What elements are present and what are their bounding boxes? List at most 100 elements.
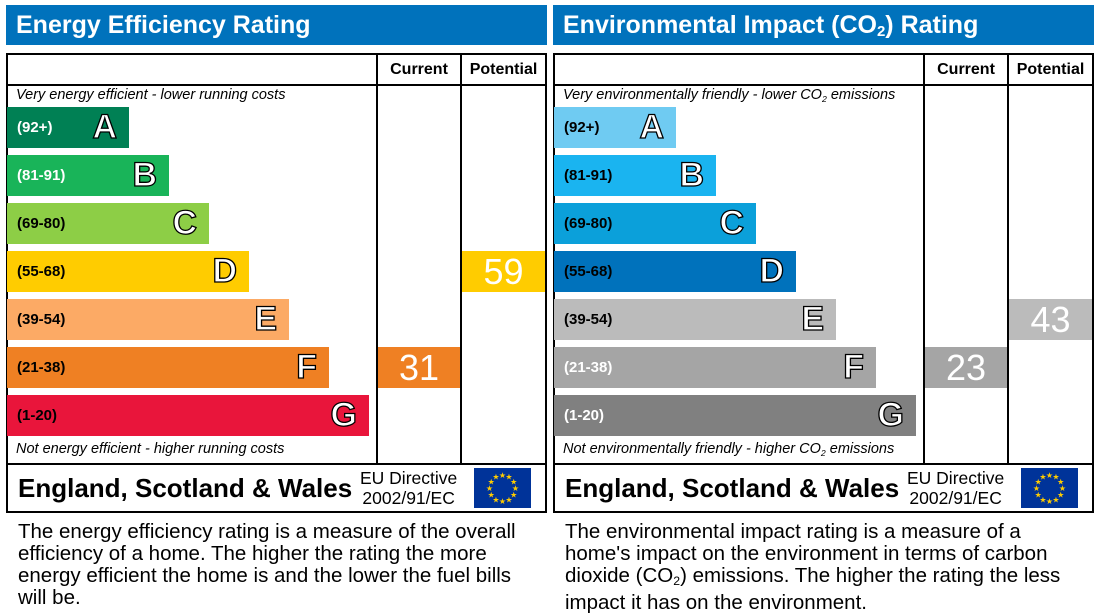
energy-efficiency-panel: Energy Efficiency Rating Current Potential… [6, 0, 547, 613]
text-post: ) emissions. The higher the rating the l… [565, 564, 1061, 614]
eu-flag-icon: ★ ★ ★ ★ ★ ★ ★ ★ ★ ★ ★ ★ [474, 468, 531, 508]
eu-directive-line: EU Directive [360, 468, 458, 488]
band-letter: B [679, 155, 705, 194]
svg-text:★: ★ [1033, 484, 1040, 493]
band-bar-a: (92+) A [7, 107, 129, 148]
band-letter: D [759, 251, 785, 290]
svg-text:★: ★ [1035, 478, 1042, 487]
chart-description: The energy efficiency rating is a measur… [18, 521, 543, 614]
band-letter: A [639, 107, 665, 146]
bottom-note: Not environmentally friendly - higher CO… [563, 441, 894, 458]
svg-text:★: ★ [1046, 497, 1053, 506]
band-letter: D [212, 251, 238, 290]
svg-text:★: ★ [1057, 478, 1064, 487]
header-divider [6, 84, 547, 86]
svg-text:★: ★ [1035, 491, 1042, 500]
current-column-header: Current [937, 61, 995, 78]
band-letter: E [254, 299, 278, 338]
band-letter: C [172, 203, 198, 242]
svg-text:★: ★ [510, 478, 517, 487]
band-letter: G [330, 395, 358, 434]
potential-column-divider [460, 53, 462, 464]
text-post: emissions [825, 441, 895, 457]
svg-text:★: ★ [488, 491, 495, 500]
band-bar-d: (55-68) D [554, 251, 796, 292]
band-range: (21-38) [17, 359, 66, 376]
bottom-note: Not energy efficient - higher running co… [16, 441, 284, 458]
band-letter: A [92, 107, 118, 146]
eu-directive-number: 2002/91/EC [909, 488, 1002, 508]
svg-text:★: ★ [1057, 491, 1064, 500]
header-divider [553, 84, 1094, 86]
band-letter: B [132, 155, 158, 194]
svg-text:★: ★ [505, 473, 512, 482]
text-sub: 2 [820, 448, 826, 458]
current-column-divider [376, 53, 378, 464]
band-bar-c: (69-80) C [554, 203, 756, 244]
svg-text:★: ★ [1052, 473, 1059, 482]
potential-column-header: Potential [469, 61, 538, 78]
svg-text:★: ★ [492, 495, 499, 504]
footer-divider [6, 463, 547, 465]
svg-text:★: ★ [505, 495, 512, 504]
band-range: (69-80) [17, 215, 66, 232]
band-bar-g: (1-20) G [554, 395, 916, 436]
environmental-impact-panel: Environmental Impact (CO2) Rating Current… [553, 0, 1094, 614]
current-rating-marker: 31 [378, 347, 460, 388]
band-range: (81-91) [564, 167, 613, 184]
potential-rating-marker: 43 [1009, 299, 1092, 340]
footer-divider [553, 463, 1094, 465]
svg-text:★: ★ [492, 473, 499, 482]
band-bar-c: (69-80) C [7, 203, 209, 244]
chart-title: Environmental Impact (CO2) Rating [553, 5, 1094, 45]
top-note: Very energy efficient - lower running co… [16, 87, 285, 104]
band-bar-f: (21-38) F [554, 347, 876, 388]
top-note: Very environmentally friendly - lower CO… [563, 87, 895, 104]
eu-directive-line: EU Directive [907, 468, 1005, 488]
band-letter: G [877, 395, 905, 434]
text-sub: 2 [673, 574, 681, 588]
text-pre: Not environmentally friendly - higher CO [563, 441, 821, 457]
svg-text:★: ★ [510, 491, 517, 500]
band-bar-e: (39-54) E [554, 299, 836, 340]
band-letter: F [296, 347, 318, 386]
current-column-header: Current [390, 61, 448, 78]
svg-text:★: ★ [1059, 484, 1066, 493]
band-range: (69-80) [564, 215, 613, 232]
band-range: (92+) [17, 119, 53, 136]
text-post: ) Rating [885, 11, 979, 39]
text-post: emissions [826, 87, 896, 103]
text-pre: The energy efficiency rating is a measur… [18, 520, 516, 609]
region-label: England, Scotland & Wales [565, 473, 900, 503]
band-range: (39-54) [17, 311, 66, 328]
text-pre: Not energy efficient - higher running co… [16, 441, 285, 457]
band-bar-e: (39-54) E [7, 299, 289, 340]
band-range: (21-38) [564, 359, 613, 376]
band-bar-d: (55-68) D [7, 251, 249, 292]
band-bar-g: (1-20) G [7, 395, 369, 436]
potential-column-divider [1007, 53, 1009, 464]
text-pre: Very energy efficient - lower running co… [16, 87, 286, 103]
text-pre: Environmental Impact (CO [563, 11, 877, 39]
text-pre: Very environmentally friendly - lower CO [563, 87, 822, 103]
eu-directive-number: 2002/91/EC [362, 488, 455, 508]
band-bar-b: (81-91) B [554, 155, 716, 196]
svg-text:★: ★ [512, 484, 519, 493]
svg-text:★: ★ [488, 478, 495, 487]
region-label: England, Scotland & Wales [18, 473, 353, 503]
band-range: (1-20) [17, 407, 58, 424]
text-sub: 2 [876, 23, 886, 40]
band-range: (92+) [564, 119, 600, 136]
svg-text:★: ★ [1046, 471, 1053, 480]
band-bar-b: (81-91) B [7, 155, 169, 196]
band-letter: F [843, 347, 865, 386]
eu-directive-label: EU Directive 2002/91/EC [360, 468, 457, 508]
current-rating-marker: 23 [925, 347, 1007, 388]
svg-text:★: ★ [1039, 495, 1046, 504]
svg-text:★: ★ [1039, 473, 1046, 482]
potential-rating-marker: 59 [462, 251, 545, 292]
band-range: (1-20) [564, 407, 605, 424]
svg-text:★: ★ [499, 471, 506, 480]
band-range: (39-54) [564, 311, 613, 328]
text-pre: The environmental impact rating is a mea… [565, 520, 1048, 587]
